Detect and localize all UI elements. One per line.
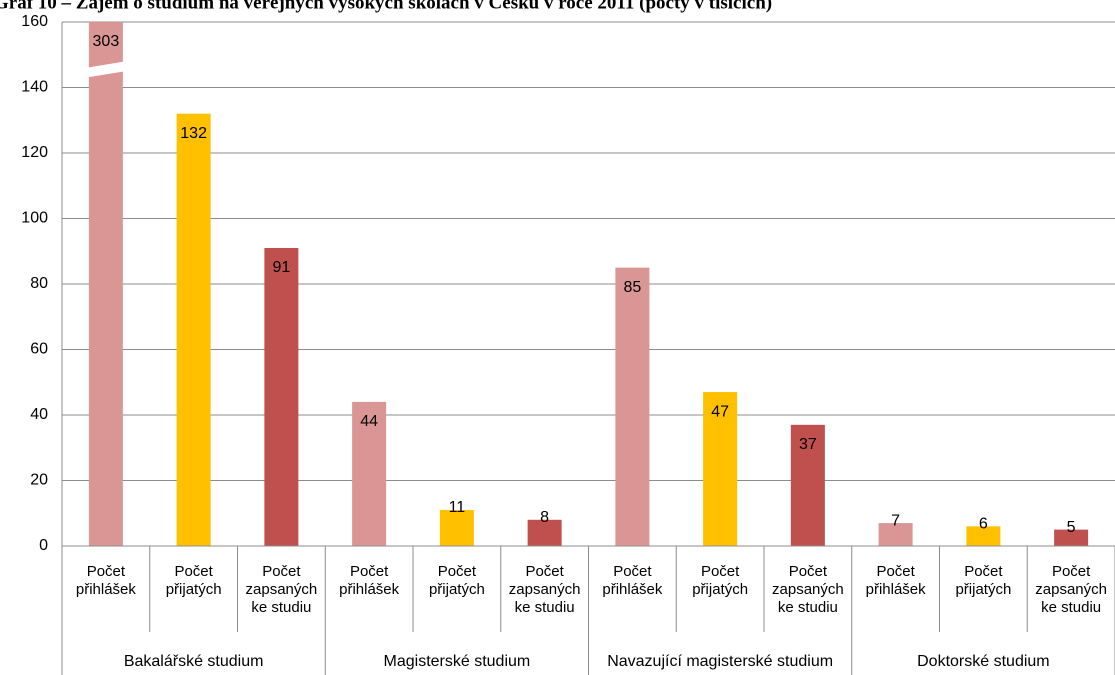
bar [878,523,913,546]
x-tick-label: Počet zapsaných ke studiu [508,563,581,616]
bar [439,509,474,546]
value-label: 11 [449,499,466,516]
x-tick-label: Počet zapsaných ke studiu [245,563,318,616]
bar [615,267,650,546]
bar [703,392,738,546]
x-tick-label: Počet přihlášek [602,563,663,598]
bar [88,22,123,546]
y-tick-label: 160 [21,13,48,30]
value-label: 47 [711,403,729,420]
value-label: 7 [891,512,900,529]
x-tick-label: Počet přijatých [165,563,222,598]
bar [352,401,387,546]
x-tick-label: Počet přihlášek [865,563,926,598]
x-tick-label: Počet přijatých [692,563,749,598]
value-label: 85 [623,279,641,296]
group-label: Magisterské studium [384,653,531,670]
x-tick-label: Počet zapsaných ke studiu [772,563,844,616]
group-label: Navazující magisterské studium [607,653,833,670]
y-tick-label: 140 [21,79,48,96]
value-label: 44 [360,413,378,430]
bar [790,424,825,546]
y-tick-label: 0 [39,537,48,554]
value-label: 5 [1067,519,1076,536]
group-label: Doktorské studium [917,653,1050,670]
x-tick-label: Počet přijatých [428,563,485,598]
x-tick-label: Počet přihlášek [339,563,400,598]
bar [966,526,1001,546]
group-label: Bakalářské studium [124,653,264,670]
value-label: 91 [272,259,290,276]
x-tick-label: Počet přijatých [955,563,1012,598]
y-tick-label: 40 [30,406,48,423]
y-tick-label: 120 [21,144,48,161]
axis-break [85,61,126,78]
bar [1054,529,1089,546]
value-label: 132 [180,125,207,142]
value-label: 303 [93,33,120,50]
bar [527,519,562,546]
chart-title: Graf 10 – Zájem o studium na veřejných v… [0,0,772,13]
y-tick-label: 60 [30,341,48,358]
bar [176,113,211,546]
value-label: 8 [540,509,549,526]
y-tick-label: 80 [30,275,48,292]
x-tick-label: Počet zapsaných ke studiu [1035,563,1107,616]
value-label: 37 [799,436,817,453]
bar [264,247,299,546]
x-tick-label: Počet přihlášek [75,563,136,598]
value-label: 6 [979,516,988,533]
y-tick-label: 20 [30,472,48,489]
y-tick-label: 100 [21,210,48,227]
